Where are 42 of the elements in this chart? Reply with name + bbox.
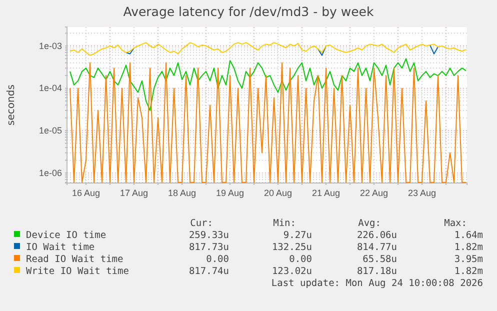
text: 1.82m — [454, 266, 484, 277]
text: Avg: — [358, 218, 381, 229]
text: 1.82m — [454, 242, 484, 253]
y-tick-label: 1e-05 — [38, 126, 62, 136]
text: Min: — [273, 218, 296, 229]
text: 3.95m — [454, 254, 484, 265]
x-tick-label: 16 Aug — [72, 188, 100, 198]
text: 123.02u — [272, 266, 312, 277]
line-series — [70, 58, 466, 111]
text: 259.33u — [188, 230, 229, 241]
x-tick-label: 19 Aug — [216, 188, 244, 198]
legend-label: IO Wait time — [26, 242, 95, 253]
text: 9.27u — [283, 230, 312, 241]
line-series — [70, 42, 466, 56]
text: Cur: — [190, 218, 213, 229]
legend-label: Write IO Wait time — [26, 266, 130, 277]
legend-label: Device IO time — [26, 230, 106, 241]
text: 817.74u — [188, 266, 229, 277]
line-series — [70, 62, 466, 183]
x-tick-label: 22 Aug — [360, 188, 388, 198]
x-tick-label: 21 Aug — [312, 188, 340, 198]
y-tick-label: 1e-04 — [38, 83, 62, 94]
text: 65.58u — [362, 254, 397, 265]
text: 226.06u — [356, 230, 397, 241]
x-tick-label: 17 Aug — [120, 188, 148, 198]
text: Max: — [444, 218, 467, 229]
y-tick-label: 1e-03 — [38, 40, 62, 51]
chart-title: Average latency for /dev/md3 - by week — [123, 4, 374, 19]
text: 817.18u — [356, 266, 397, 277]
x-tick-label: 18 Aug — [168, 188, 196, 198]
legend-label: Read IO Wait time — [26, 254, 124, 265]
text: 132.25u — [272, 242, 312, 253]
text: 0.00 — [289, 254, 312, 265]
text: 0.00 — [206, 254, 230, 265]
text: 814.77u — [356, 242, 397, 253]
y-axis-title: seconds — [6, 84, 17, 126]
x-tick-label: 20 Aug — [264, 188, 292, 198]
x-tick-label: 23 Aug — [408, 188, 436, 198]
text: 817.73u — [188, 242, 229, 253]
y-tick-label: 1e-06 — [38, 168, 62, 178]
text: 1.64m — [454, 230, 484, 241]
text: Last update: Mon Aug 24 10:00:08 2026 — [271, 278, 484, 289]
